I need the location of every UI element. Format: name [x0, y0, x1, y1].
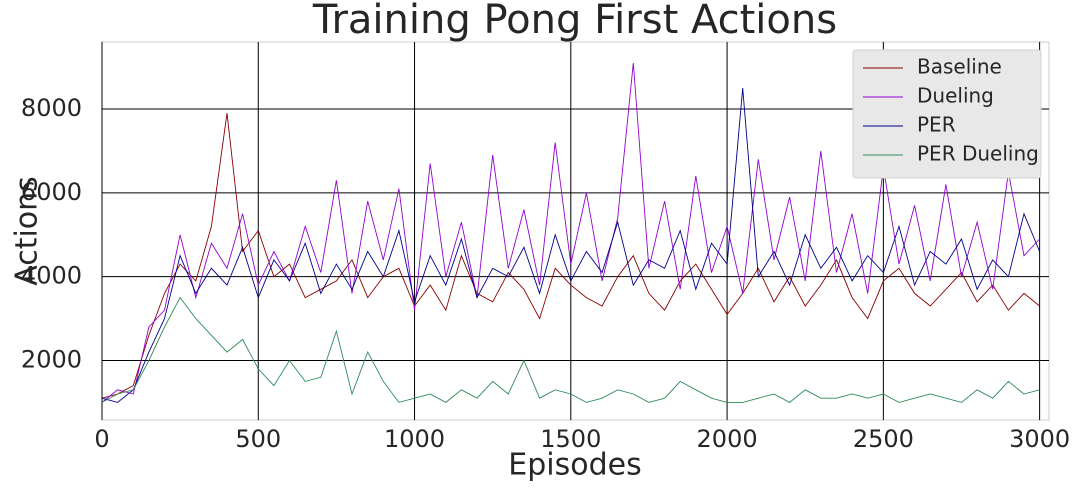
series-line: [101, 113, 1040, 399]
x-tick-label: 2500: [853, 425, 914, 453]
y-tick-label: 2000: [21, 345, 82, 373]
legend-label: PER Dueling: [917, 142, 1039, 166]
x-tick-label: 2000: [697, 425, 758, 453]
x-axis-label: Episodes: [508, 448, 641, 483]
legend-label: Baseline: [917, 55, 1002, 79]
legend-box: [852, 49, 1042, 179]
x-tick-label: 500: [235, 425, 281, 453]
x-tick-label: 3000: [1009, 425, 1070, 453]
y-tick-label: 4000: [21, 262, 82, 290]
chart-title: Training Pong First Actions: [312, 0, 837, 43]
x-tick-label: 0: [94, 425, 109, 453]
legend-label: PER: [917, 113, 956, 137]
series-line: [101, 88, 1041, 403]
x-tick-label: 1500: [540, 425, 601, 453]
y-tick-label: 8000: [21, 94, 82, 122]
series-line: [101, 296, 1040, 403]
y-axis-label: Actions: [10, 176, 45, 286]
legend-label: Dueling: [917, 84, 994, 108]
x-tick-label: 1000: [384, 425, 445, 453]
y-tick-label: 6000: [21, 178, 82, 206]
